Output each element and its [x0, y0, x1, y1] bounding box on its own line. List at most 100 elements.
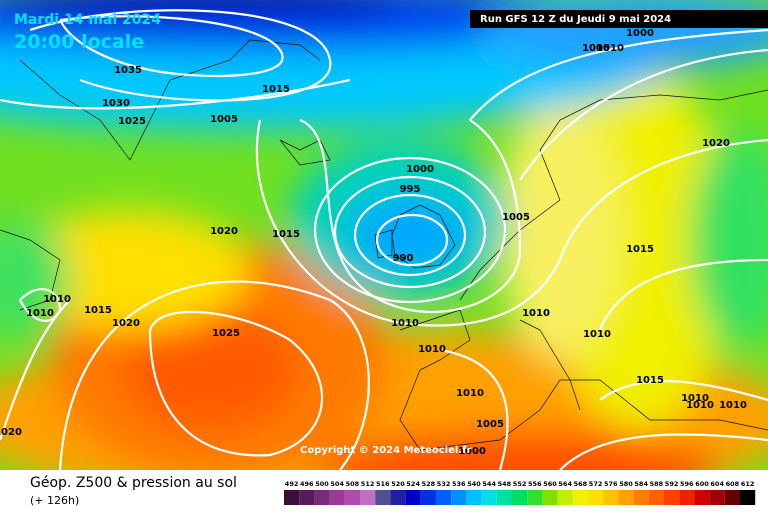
colorbar-swatch	[284, 490, 300, 505]
colorbar-swatch	[512, 490, 528, 505]
colorbar-label: 540	[467, 480, 481, 488]
colorbar-swatch	[618, 490, 634, 505]
colorbar-swatch	[405, 490, 421, 505]
isobars	[0, 9, 768, 470]
isobar-label: 1000	[458, 446, 486, 457]
time: 20:00 locale	[14, 31, 144, 53]
isobar-label: 1005	[502, 212, 530, 223]
colorbar-swatch	[329, 490, 345, 505]
colorbar-swatch	[436, 490, 452, 505]
colorbar-swatch	[314, 490, 330, 505]
colorbar-label: 496	[300, 480, 314, 488]
colorbar-swatch	[633, 490, 649, 505]
isobar-label: 1010	[418, 344, 446, 355]
colorbar-swatch	[542, 490, 558, 505]
isobar-label: 1015	[84, 305, 112, 316]
isobar-label: 1005	[210, 114, 238, 125]
isobar-label: 1010	[43, 294, 71, 305]
colorbar-label: 576	[604, 480, 618, 488]
colorbar-label: 556	[528, 480, 542, 488]
isobar-label: 1010	[681, 393, 709, 404]
colorbar-label: 580	[619, 480, 633, 488]
colorbar-swatch	[694, 490, 710, 505]
isobar-label: 1000	[406, 164, 434, 175]
isobar-label: 1010	[26, 308, 54, 319]
colorbar-label: 592	[665, 480, 679, 488]
isobar-label: 1005	[476, 419, 504, 430]
colorbar-label: 600	[695, 480, 709, 488]
colorbar-swatch	[572, 490, 588, 505]
colorbar-label: 520	[391, 480, 405, 488]
colorbar-label: 544	[482, 480, 496, 488]
isobar-label: 1010	[522, 308, 550, 319]
isobar-label: 1015	[272, 229, 300, 240]
footer-title: Géop. Z500 & pression au sol	[30, 475, 237, 491]
run: Run GFS 12 Z du Jeudi 9 mai 2024	[480, 14, 671, 25]
isobar-label: 1015	[626, 244, 654, 255]
header: Mardi 14 mai 2024 20:00 locale Run GFS 1…	[14, 10, 768, 53]
colorbar-label: 572	[589, 480, 603, 488]
isobar-label: 1035	[114, 65, 142, 76]
colorbar-label: 528	[422, 480, 436, 488]
isobar-label: 1010	[719, 400, 747, 411]
colorbar-swatch	[375, 490, 391, 505]
colorbar-label: 568	[574, 480, 588, 488]
colorbar-swatch	[588, 490, 604, 505]
colorbar-swatch	[344, 490, 360, 505]
colorbar-label: 524	[406, 480, 420, 488]
copyright: Copyright © 2024 Meteociel.fr	[300, 445, 471, 456]
isobar-label: 1000	[626, 28, 654, 39]
colorbar-swatch	[724, 490, 740, 505]
isobar-label: 1020	[702, 138, 730, 149]
colorbar-swatch	[557, 490, 573, 505]
colorbar-label: 612	[741, 480, 755, 488]
colorbar-swatch	[420, 490, 436, 505]
colorbar-label: 588	[650, 480, 664, 488]
isobar-label: 1025	[118, 116, 146, 127]
isobar-label: 1025	[212, 328, 240, 339]
colorbar-label: 512	[361, 480, 375, 488]
colorbar-swatch	[466, 490, 482, 505]
colorbar-swatch	[664, 490, 680, 505]
colorbar-label: 516	[376, 480, 390, 488]
isobar-label: 1010	[583, 329, 611, 340]
isobar-label: 1010	[596, 43, 624, 54]
isobar-label: 1020	[0, 427, 22, 438]
colorbar: 492 496 500 504 508 512 516 520 524 528 532 536 540 5…	[284, 480, 756, 505]
colorbar-swatch	[740, 490, 756, 505]
colorbar-label: 560	[543, 480, 557, 488]
isobar-label: 1010	[686, 400, 714, 411]
colorbar-swatch	[648, 490, 664, 505]
colorbar-swatch	[481, 490, 497, 505]
colorbar-label: 532	[437, 480, 451, 488]
isobar-label: 1010	[391, 318, 419, 329]
colorbar-swatch	[679, 490, 695, 505]
colorbar-label: 584	[634, 480, 648, 488]
isobar-label: 1020	[112, 318, 140, 329]
isobar-label: 1005	[582, 43, 610, 54]
colorbar-label: 604	[710, 480, 724, 488]
isobar-label: 995	[400, 184, 421, 195]
colorbar-swatch	[451, 490, 467, 505]
isobar-label: 990	[393, 253, 414, 264]
colorbar-swatch	[527, 490, 543, 505]
colorbar-swatch	[390, 490, 406, 505]
colorbar-label: 564	[558, 480, 572, 488]
isobar-label: 1015	[636, 375, 664, 386]
colorbar-label: 500	[315, 480, 329, 488]
colorbar-swatch	[299, 490, 315, 505]
colorbar-swatch	[360, 490, 376, 505]
isobar-label: 1030	[102, 98, 130, 109]
colorbar-label: 596	[680, 480, 694, 488]
lead-time: (+ 126h)	[30, 494, 79, 507]
colorbar-label: 508	[346, 480, 360, 488]
colorbar-label: 552	[513, 480, 527, 488]
isobar-label: 1015	[262, 84, 290, 95]
colorbar-label: 536	[452, 480, 466, 488]
colorbar-swatch	[709, 490, 725, 505]
colorbar-swatch	[603, 490, 619, 505]
